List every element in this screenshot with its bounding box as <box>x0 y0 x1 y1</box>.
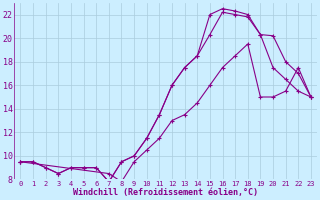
X-axis label: Windchill (Refroidissement éolien,°C): Windchill (Refroidissement éolien,°C) <box>73 188 258 197</box>
